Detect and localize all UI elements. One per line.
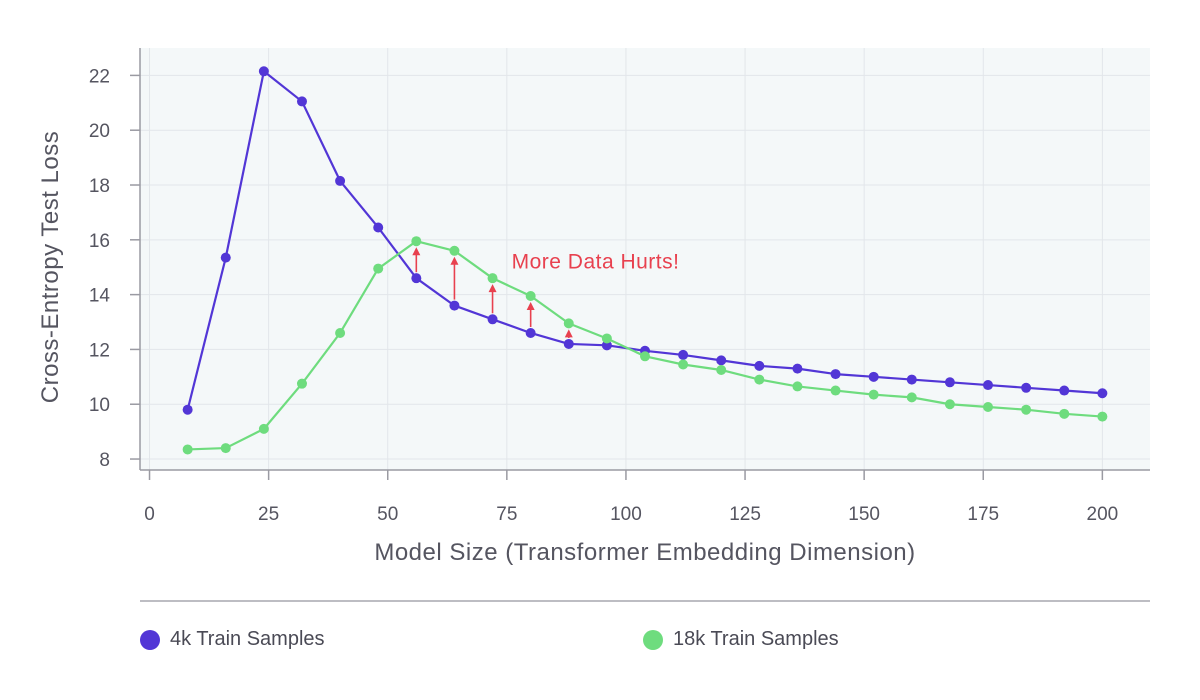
legend-swatch-4k xyxy=(140,629,160,650)
arrow-head xyxy=(564,329,573,338)
data-point xyxy=(830,385,841,396)
x-tick-label: 175 xyxy=(967,504,999,525)
y-tick-label: 10 xyxy=(89,395,110,416)
data-point xyxy=(487,314,498,325)
data-point xyxy=(983,401,994,412)
data-point xyxy=(830,369,841,380)
x-tick-label: 0 xyxy=(144,504,155,525)
legend-item-4k: 4k Train Samples xyxy=(140,628,325,651)
data-point xyxy=(1097,388,1108,399)
data-point xyxy=(182,404,193,415)
x-tick-label: 150 xyxy=(848,504,880,525)
x-tick-label: 25 xyxy=(258,504,279,525)
grid xyxy=(140,48,1150,470)
data-point xyxy=(1021,382,1032,393)
data-point xyxy=(525,290,536,301)
data-point xyxy=(601,333,612,344)
annotation-arrow xyxy=(412,247,421,273)
x-tick-label: 125 xyxy=(729,504,761,525)
data-point xyxy=(716,355,727,366)
data-point xyxy=(296,96,307,107)
data-point xyxy=(792,363,803,374)
arrow-head xyxy=(488,284,497,293)
data-point xyxy=(983,380,994,391)
legend-divider xyxy=(140,600,1150,602)
data-point xyxy=(1097,411,1108,422)
legend-label-4k: 4k Train Samples xyxy=(170,628,325,650)
series-1 xyxy=(182,236,1108,455)
annotation-arrow xyxy=(564,329,573,338)
y-tick-label: 12 xyxy=(89,340,110,361)
arrow-head xyxy=(450,256,459,265)
annotation-arrow xyxy=(450,256,459,300)
data-point xyxy=(601,340,612,351)
data-point xyxy=(868,389,879,400)
data-point xyxy=(944,399,955,410)
legend-label-18k: 18k Train Samples xyxy=(673,628,839,650)
annotation-text: More Data Hurts! xyxy=(512,251,680,274)
x-axis-title: Model Size (Transformer Embedding Dimens… xyxy=(374,539,915,566)
arrow-head xyxy=(412,247,421,256)
data-point xyxy=(487,273,498,284)
data-point xyxy=(220,252,231,263)
data-point xyxy=(906,374,917,385)
data-point xyxy=(182,444,193,455)
x-tick-label: 50 xyxy=(377,504,398,525)
data-point xyxy=(563,338,574,349)
data-point xyxy=(1021,404,1032,415)
data-point xyxy=(335,327,346,338)
data-point xyxy=(373,222,384,233)
data-point xyxy=(792,381,803,392)
data-point xyxy=(754,374,765,385)
data-point xyxy=(944,377,955,388)
data-point xyxy=(754,360,765,371)
data-point xyxy=(525,327,536,338)
x-tick-label: 75 xyxy=(496,504,517,525)
arrow-head xyxy=(526,301,535,310)
y-tick-label: 20 xyxy=(89,121,110,142)
x-tick-label: 100 xyxy=(610,504,642,525)
data-point xyxy=(296,378,307,389)
data-point xyxy=(1059,385,1070,396)
legend-item-18k: 18k Train Samples xyxy=(643,628,839,651)
data-point xyxy=(449,300,460,311)
annotation-arrow xyxy=(526,301,535,327)
data-point xyxy=(1059,408,1070,419)
data-point xyxy=(678,359,689,370)
data-point xyxy=(220,443,231,454)
y-tick-label: 8 xyxy=(99,450,110,471)
x-tick-label: 200 xyxy=(1087,504,1119,525)
data-point xyxy=(411,273,422,284)
series-0 xyxy=(182,66,1108,415)
data-point xyxy=(563,318,574,329)
data-point xyxy=(716,364,727,375)
data-point xyxy=(258,66,269,77)
data-point xyxy=(335,175,346,186)
data-point xyxy=(868,371,879,382)
y-axis-title: Cross-Entropy Test Loss xyxy=(37,131,64,404)
y-tick-label: 22 xyxy=(89,66,110,87)
data-point xyxy=(411,236,422,247)
data-point xyxy=(373,263,384,274)
data-point xyxy=(449,245,460,256)
y-tick-label: 14 xyxy=(89,286,111,307)
data-point xyxy=(258,423,269,434)
annotation-layer: More Data Hurts! xyxy=(412,247,679,338)
data-point xyxy=(678,349,689,360)
annotation-arrow xyxy=(488,284,497,314)
plot-area xyxy=(140,48,1150,470)
series-layer xyxy=(182,66,1108,455)
y-tick-label: 16 xyxy=(89,231,110,252)
data-point xyxy=(906,392,917,403)
data-point xyxy=(640,351,650,362)
y-tick-label: 18 xyxy=(89,176,110,197)
legend-swatch-18k xyxy=(643,629,663,650)
axes: 0 25 50 75 100 125 150 175 200 8 10 12 14 16 18 20 22 xyxy=(89,48,1150,525)
